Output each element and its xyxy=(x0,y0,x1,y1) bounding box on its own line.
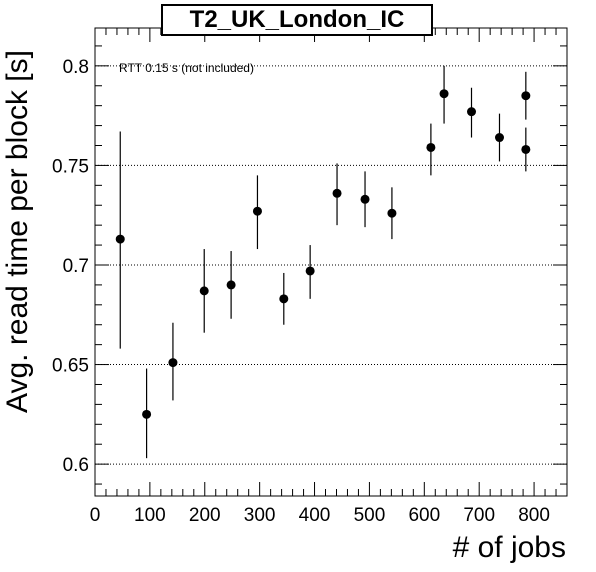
y-axis-title: Avg. read time per block [s] xyxy=(1,50,34,413)
x-axis-title: # of jobs xyxy=(453,531,566,564)
data-point xyxy=(332,188,342,198)
data-point xyxy=(279,294,289,304)
rtt-annotation: RTT 0.15 s (not included) xyxy=(119,61,254,75)
x-tick-label: 0 xyxy=(90,505,101,526)
y-tick-label: 0.65 xyxy=(52,356,89,377)
data-point xyxy=(426,142,436,152)
data-point xyxy=(115,234,125,244)
x-tick-label: 600 xyxy=(408,505,440,526)
data-point xyxy=(521,144,531,154)
chart-title: T2_UK_London_IC xyxy=(161,4,433,36)
data-point xyxy=(467,107,477,117)
x-tick-label: 500 xyxy=(354,505,386,526)
plot-frame xyxy=(94,27,568,497)
y-tick-label: 0.75 xyxy=(52,156,89,177)
y-tick-label: 0.6 xyxy=(63,455,89,476)
data-points xyxy=(115,65,531,459)
data-point xyxy=(305,266,315,276)
axis-ticks xyxy=(94,28,567,496)
data-point xyxy=(521,91,531,101)
data-point xyxy=(142,409,152,419)
data-point xyxy=(226,280,236,290)
data-point xyxy=(387,208,397,218)
x-tick-label: 300 xyxy=(244,505,276,526)
data-point xyxy=(168,358,178,368)
x-tick-label: 800 xyxy=(518,505,550,526)
x-tick-label: 200 xyxy=(189,505,221,526)
grid-lines xyxy=(95,65,567,465)
chart-title-text: T2_UK_London_IC xyxy=(189,6,405,33)
tick-labels: 0.6 0.65 0.7 0.75 0.8 0 100 200 300 400 500 600 700 8… xyxy=(52,57,550,526)
x-tick-label: 700 xyxy=(463,505,495,526)
data-point xyxy=(439,89,449,99)
x-tick-label: 100 xyxy=(134,505,166,526)
x-tick-label: 400 xyxy=(299,505,331,526)
data-point xyxy=(252,206,262,216)
y-tick-label: 0.7 xyxy=(63,256,89,277)
data-point xyxy=(360,194,370,204)
data-point xyxy=(199,286,209,296)
data-point xyxy=(494,133,504,143)
y-tick-label: 0.8 xyxy=(63,57,89,78)
